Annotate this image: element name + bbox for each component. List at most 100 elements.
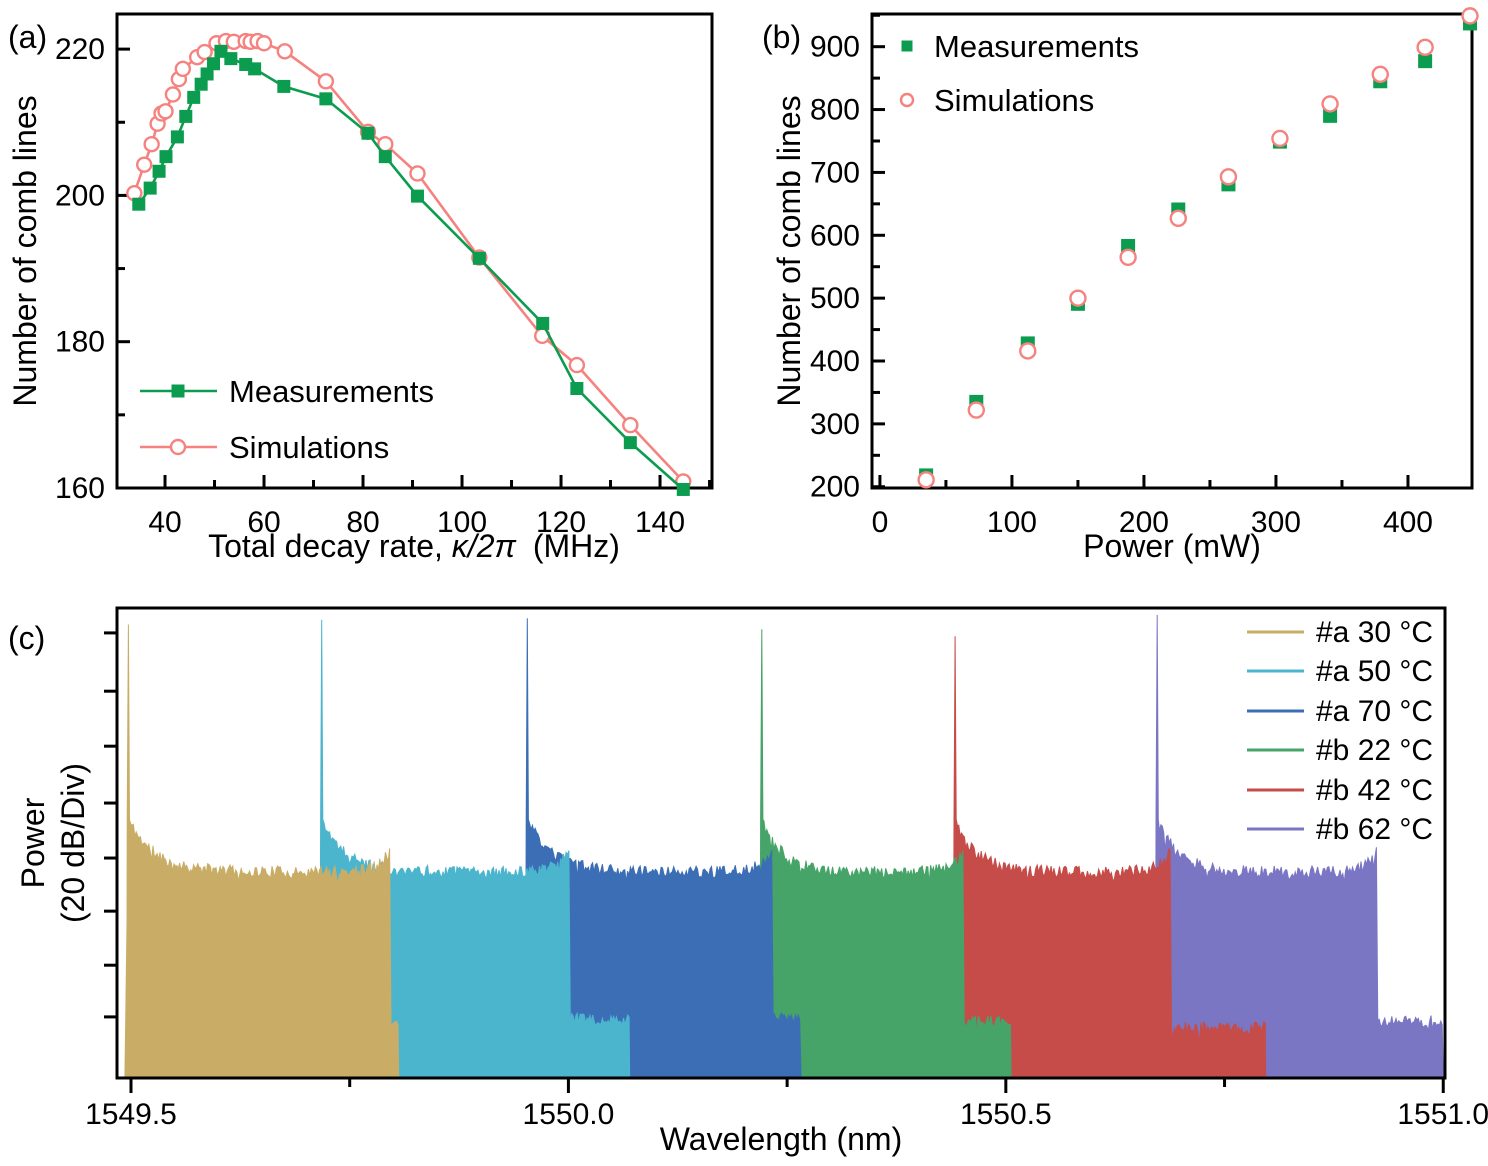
x-tick-label: 40: [148, 506, 181, 539]
data-point-measurements: [152, 164, 166, 178]
data-point-simulations: [317, 73, 335, 90]
panel-a-xlabel: Total decay rate, κ/2π (MHz): [208, 528, 620, 564]
y-tick-label: 400: [810, 345, 860, 378]
y-tick-label: 160: [55, 472, 105, 505]
legend-label: Simulations: [934, 83, 1094, 118]
y-tick-label: 220: [55, 33, 105, 66]
panel-a-letter: (a): [8, 19, 47, 55]
y-tick-label: 800: [810, 94, 860, 127]
legend: #a 30 °C #a 50 °C #a 70 °C #b 22 °C #b 42 °C…: [1247, 616, 1433, 846]
data-point-measurements: [179, 109, 193, 123]
x-tick-label: 140: [635, 506, 685, 539]
x-tick-label: 1550.0: [523, 1098, 615, 1131]
spectrum-area-b42C: [951, 636, 1267, 1079]
data-point-simulations: [1119, 248, 1137, 266]
data-point-measurements: [248, 62, 262, 76]
panel-b: (b) Number of comb lines Power (mW) 0 100…: [762, 7, 1479, 564]
legend-label: Measurements: [934, 29, 1139, 64]
x-tick-label: 200: [1119, 506, 1169, 539]
x-tick-label: 1550.5: [960, 1098, 1052, 1131]
panel-c-plot: 1549.5 1550.0 1550.5 1551.0 #a 30 °C #a 50 °C…: [85, 606, 1488, 1131]
spectrum-area-a30C: [124, 624, 400, 1079]
series-line-measurements: [137, 49, 685, 491]
data-point-simulations: [409, 165, 426, 182]
data-point-simulations: [1271, 129, 1289, 148]
plot-box: [115, 12, 714, 490]
panel-c-letter: (c): [8, 620, 45, 656]
data-point-measurements: [187, 90, 201, 104]
data-point-measurements: [378, 150, 392, 164]
data-point-simulations: [568, 356, 586, 374]
data-point-simulations: [136, 156, 153, 173]
data-point-measurements: [623, 436, 637, 450]
legend-label: #b 62 °C: [1316, 813, 1433, 846]
data-point-measurements: [132, 197, 146, 211]
data-point-measurements: [159, 150, 173, 164]
data-point-measurements: [570, 382, 584, 396]
legend-marker: [169, 438, 187, 456]
legend-label: #a 70 °C: [1316, 695, 1433, 728]
data-point-measurements: [1323, 108, 1338, 123]
x-tick-label: 60: [247, 506, 280, 539]
legend-label: Simulations: [229, 430, 389, 465]
legend-marker: [899, 92, 915, 108]
data-point-measurements: [319, 92, 333, 106]
data-point-simulations: [1461, 7, 1479, 25]
data-point-simulations: [1416, 38, 1434, 57]
panel-a: (a) Number of comb lines Total decay rat…: [7, 12, 714, 564]
y-tick-label: 300: [810, 408, 860, 441]
data-point-simulations: [1069, 289, 1087, 307]
panel-b-plot: 0 100 200 300 400 200 300 400 500 600 700 800 900 Mea…: [810, 7, 1479, 539]
data-point-simulations: [1169, 209, 1187, 228]
x-tick-label: 1549.5: [85, 1098, 177, 1131]
data-point-simulations: [276, 43, 294, 60]
panel-c: (c) Power (20 dB/Div) Wavelength (nm) 15…: [8, 606, 1488, 1157]
legend-label: #a 50 °C: [1316, 655, 1433, 688]
data-point-simulations: [174, 60, 192, 78]
data-point-simulations: [1371, 65, 1389, 84]
panel-a-plot: 40 60 80 100 120 140 160 180 200 220 Measurements S…: [55, 12, 714, 539]
x-tick-label: 0: [872, 506, 889, 539]
x-tick-label: 120: [536, 506, 586, 539]
data-point-simulations: [917, 471, 935, 489]
panel-b-ylabel: Number of comb lines: [771, 95, 807, 406]
y-tick-label: 200: [55, 179, 105, 212]
y-tick-label: 200: [810, 471, 860, 504]
data-point-measurements: [170, 130, 184, 144]
data-point-measurements: [200, 67, 214, 81]
series-measurements: [132, 44, 690, 496]
y-tick-label: 500: [810, 282, 860, 315]
data-point-measurements: [207, 57, 221, 71]
data-point-measurements: [194, 77, 208, 91]
data-point-measurements: [676, 482, 690, 496]
data-point-measurements: [472, 251, 486, 265]
panel-c-ylabel-line2: (20 dB/Div): [55, 763, 91, 923]
legend-label: #b 22 °C: [1316, 734, 1433, 767]
data-point-measurements: [1418, 54, 1433, 69]
legend: Measurements Simulations: [140, 374, 434, 465]
data-point-simulations: [157, 103, 174, 120]
data-point-measurements: [410, 189, 424, 203]
data-point-measurements: [536, 316, 550, 330]
spectrum-area-b62C: [1153, 614, 1444, 1079]
data-point-simulations: [143, 136, 160, 153]
data-point-measurements: [277, 79, 291, 93]
legend-label: Measurements: [229, 374, 434, 409]
data-point-simulations: [196, 43, 213, 61]
x-tick-label: 400: [1383, 506, 1433, 539]
panel-a-xlabel-prefix: Total decay rate,: [208, 528, 452, 564]
y-tick-label: 180: [55, 326, 105, 359]
series-simulations: [126, 32, 692, 490]
series-simulations: [917, 7, 1479, 489]
data-point-simulations: [622, 416, 639, 434]
plot-box: [115, 606, 1447, 1080]
panel-a-xlabel-kappa-symbol: κ/2π: [452, 528, 517, 564]
legend-label: #b 42 °C: [1316, 774, 1433, 807]
panel-b-letter: (b): [762, 19, 801, 55]
data-point-simulations: [967, 401, 985, 419]
data-point-measurements: [214, 44, 228, 58]
x-tick-label: 100: [437, 506, 487, 539]
series-line-simulations: [133, 39, 685, 483]
